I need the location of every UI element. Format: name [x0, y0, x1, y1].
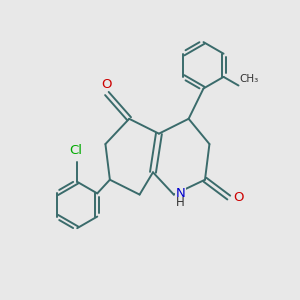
Text: Cl: Cl — [69, 144, 82, 157]
Text: N: N — [176, 187, 185, 200]
Text: H: H — [176, 196, 185, 208]
Text: O: O — [233, 191, 244, 204]
Text: O: O — [102, 78, 112, 91]
Text: CH₃: CH₃ — [240, 74, 259, 84]
